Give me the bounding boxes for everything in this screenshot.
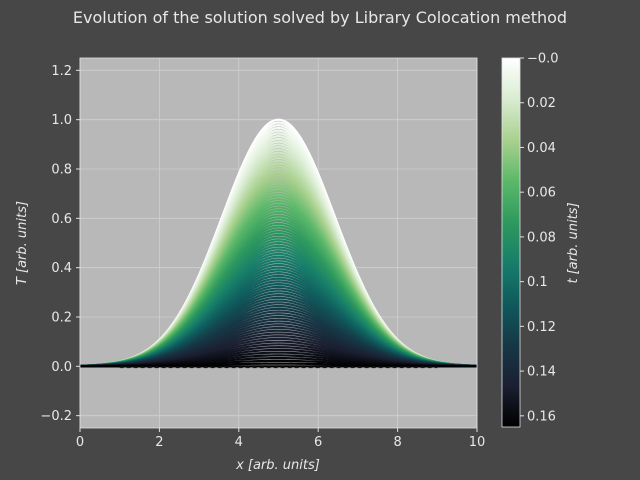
solution-curves bbox=[80, 118, 477, 368]
colorbar-tick-label: 0.1 bbox=[527, 275, 548, 290]
colorbar-axis: −0.0 0.02 0.04 0.06 0.08 0.1 0.12 0.14 0.16 bbox=[520, 52, 559, 424]
colorbar-tick-label: 0.12 bbox=[527, 320, 556, 335]
y-tick-label: 1.0 bbox=[51, 113, 72, 128]
y-tick-label: 0.2 bbox=[51, 311, 72, 326]
colorbar-tick-label: 0.02 bbox=[527, 96, 556, 111]
chart-title: Evolution of the solution solved by Libr… bbox=[73, 8, 567, 27]
colorbar-tick-label: −0.0 bbox=[527, 52, 559, 67]
x-tick-label: 4 bbox=[235, 435, 243, 450]
y-axis-label: T[arb. units] bbox=[15, 201, 30, 285]
x-axis: 0 2 4 6 8 10 bbox=[76, 428, 485, 450]
y-tick-label: 1.2 bbox=[51, 64, 72, 79]
x-tick-label: 2 bbox=[155, 435, 163, 450]
plot-frame bbox=[79, 57, 478, 429]
x-tick-label: 6 bbox=[314, 435, 322, 450]
colorbar bbox=[501, 57, 521, 428]
x-tick-label: 8 bbox=[393, 435, 401, 450]
y-tick-label: 0.4 bbox=[51, 261, 72, 276]
y-tick-label: −0.2 bbox=[40, 409, 72, 424]
y-tick-label: 0.0 bbox=[51, 360, 72, 375]
x-axis-label: x [arb. units] bbox=[235, 458, 320, 473]
colorbar-tick-label: 0.04 bbox=[527, 141, 556, 156]
y-tick-label: 0.8 bbox=[51, 163, 72, 178]
colorbar-tick-label: 0.16 bbox=[527, 409, 556, 424]
colorbar-tick-label: 0.06 bbox=[527, 186, 556, 201]
colorbar-label: t[arb. units] bbox=[566, 202, 581, 283]
colorbar-tick-label: 0.08 bbox=[527, 230, 556, 245]
y-tick-label: 0.6 bbox=[51, 212, 72, 227]
x-tick-label: 10 bbox=[469, 435, 486, 450]
x-tick-label: 0 bbox=[76, 435, 84, 450]
y-axis: −0.2 0.0 0.2 0.4 0.6 0.8 1.0 1.2 bbox=[40, 64, 80, 424]
colorbar-tick-label: 0.14 bbox=[527, 365, 556, 380]
